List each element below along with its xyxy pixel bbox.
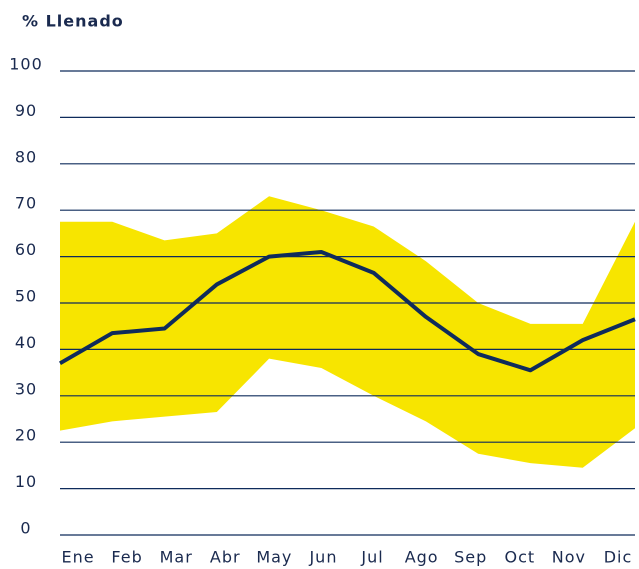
- x-tick-label: Dic: [604, 548, 633, 567]
- y-tick-label: 10: [15, 472, 37, 491]
- x-tick-label: Nov: [552, 548, 586, 567]
- range-band: [60, 196, 635, 468]
- x-tick-label: Sep: [454, 548, 487, 567]
- x-tick-label: Ago: [405, 548, 439, 567]
- y-tick-label: 30: [15, 379, 37, 398]
- mean-line: [59, 249, 636, 373]
- chart-title: % Llenado: [22, 12, 124, 31]
- y-tick-label: 40: [15, 333, 37, 352]
- x-tick-label: Feb: [111, 548, 142, 567]
- y-tick-label: 20: [15, 426, 37, 445]
- y-tick-label: 0: [20, 519, 31, 538]
- y-tick-label: 50: [15, 287, 37, 306]
- x-tick-label: Oct: [504, 548, 535, 567]
- y-tick-label: 70: [15, 194, 37, 213]
- x-tick-label: Jul: [360, 548, 383, 567]
- x-tick-label: Jun: [308, 548, 337, 567]
- x-tick-label: Mar: [160, 548, 193, 567]
- y-tick-label: 60: [15, 240, 37, 259]
- y-tick-label: 100: [9, 55, 43, 74]
- x-tick-label: Ene: [61, 548, 94, 567]
- y-tick-label: 80: [15, 147, 37, 166]
- x-tick-label: May: [256, 548, 292, 567]
- y-tick-label: 90: [15, 101, 37, 120]
- x-tick-label: Abr: [210, 548, 241, 567]
